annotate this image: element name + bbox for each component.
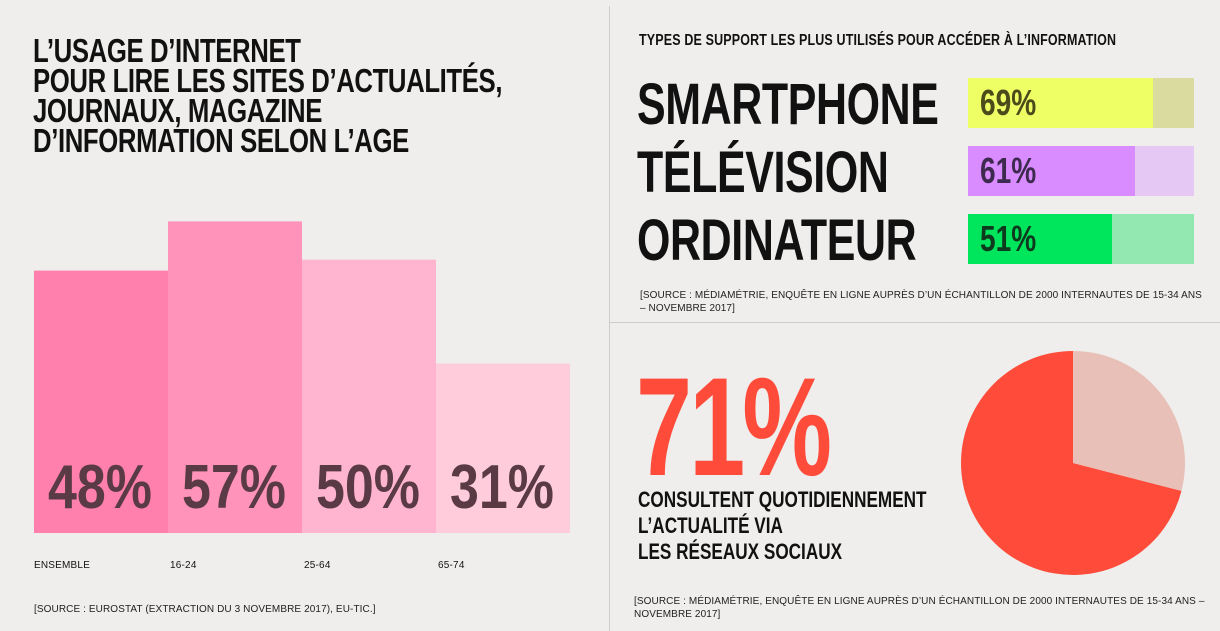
pie-slice-daily (961, 351, 1182, 575)
category-label-25-64: 25-64 (304, 560, 331, 571)
source-line: [SOURCE : MÉDIAMÉTRIE, ENQUÊTE EN LIGNE … (640, 290, 1202, 301)
bar-25-64 (302, 259, 436, 533)
title-line: L’USAGE D’INTERNET (33, 32, 301, 69)
support-chart-title: TYPES DE SUPPORT LES PLUS UTILISÉS POUR … (639, 32, 1117, 49)
hbar-fill-television (968, 146, 1135, 196)
title-line: D’INFORMATION SELON L’AGE (33, 122, 409, 159)
bar-65-74 (436, 363, 570, 533)
hbar-track-smartphone: 69% (968, 78, 1194, 128)
source-line: – NOVEMBRE 2017] (640, 303, 735, 314)
source-line: [SOURCE : MÉDIAMÉTRIE, ENQUÊTE EN LIGNE … (634, 596, 1205, 607)
vertical-divider (609, 6, 610, 631)
hbar-fill-ordinateur (968, 214, 1113, 264)
eurostat-source: [SOURCE : EUROSTAT (EXTRACTION DU 3 NOVE… (34, 604, 376, 615)
hbar-track-television: 61% (968, 146, 1194, 196)
bar-ensemble (34, 270, 168, 533)
bar-value-label: 50% (316, 453, 420, 522)
category-label-ensemble: ENSEMBLE (34, 560, 91, 571)
device-label-smartphone: SMARTPHONE (637, 72, 939, 137)
hbar-value-television: 61% (980, 150, 1037, 191)
bar-value-label: 48% (48, 453, 152, 522)
age-bar-chart: 48% 57% 50% 31% (34, 221, 570, 533)
social-media-caption: CONSULTENT QUOTIDIENNEMENT L’ACTUALITÉ V… (638, 487, 1008, 565)
mediametrie-source-2: [SOURCE : MÉDIAMÉTRIE, ENQUÊTE EN LIGNE … (634, 595, 1205, 621)
device-label-television: TÉLÉVISION (637, 140, 889, 205)
source-line: NOVEMBRE 2017] (634, 609, 721, 620)
hbar-track-ordinateur: 51% (968, 214, 1194, 264)
caption-line: LES RÉSEAUX SOCIAUX (638, 539, 843, 564)
hbar-value-smartphone: 69% (980, 82, 1037, 123)
title-line: POUR LIRE LES SITES D’ACTUALITÉS, (33, 62, 503, 99)
social-media-percent: 71% (636, 348, 832, 505)
pie-slice-other (1073, 351, 1185, 491)
device-label-ordinateur: ORDINATEUR (637, 208, 917, 273)
category-label-16-24: 16-24 (170, 560, 197, 571)
social-media-pie-chart (961, 351, 1185, 575)
bar-chart-title: L’USAGE D’INTERNET POUR LIRE LES SITES D… (33, 32, 593, 159)
mediametrie-source-1: [SOURCE : MÉDIAMÉTRIE, ENQUÊTE EN LIGNE … (640, 289, 1202, 315)
hbar-fill-smartphone (968, 78, 1153, 128)
horizontal-divider (609, 322, 1220, 323)
category-label-65-74: 65-74 (438, 560, 465, 571)
caption-line: L’ACTUALITÉ VIA (638, 513, 783, 538)
bar-16-24 (168, 221, 302, 533)
hbar-value-ordinateur: 51% (980, 218, 1037, 259)
title-line: JOURNAUX, MAGAZINE (33, 92, 323, 129)
bar-value-label: 57% (182, 453, 286, 522)
bar-value-label: 31% (450, 453, 554, 522)
caption-line: CONSULTENT QUOTIDIENNEMENT (638, 487, 927, 512)
